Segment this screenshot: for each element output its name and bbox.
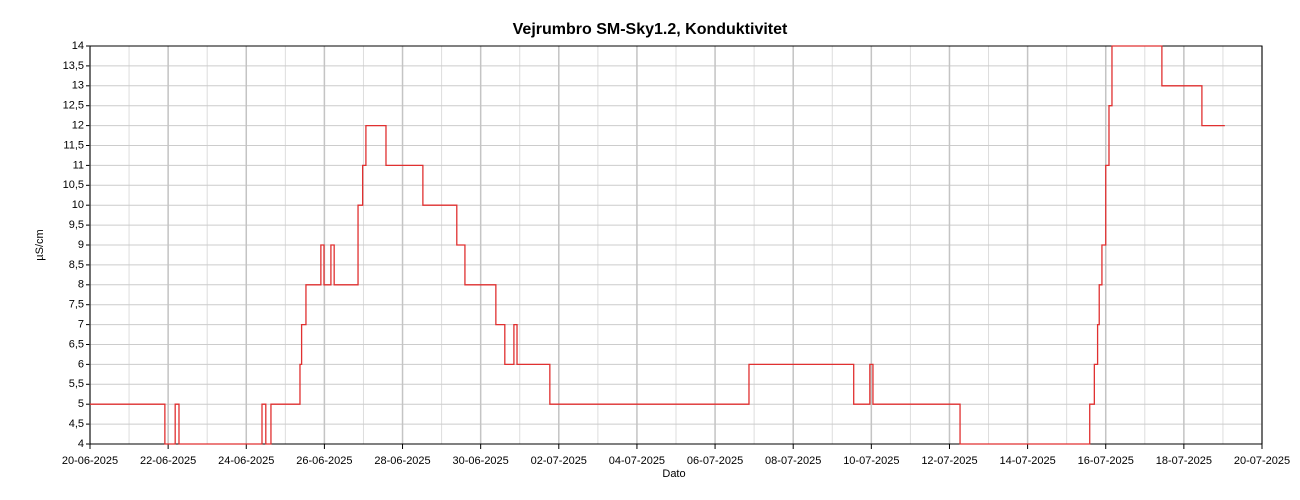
x-tick-label: 30-06-2025 — [453, 455, 509, 467]
y-tick-label: 8,5 — [69, 259, 84, 271]
y-tick-label: 14 — [72, 40, 84, 52]
y-axis-label: µS/cm — [34, 229, 46, 260]
y-tick-label: 5,5 — [69, 378, 84, 390]
x-tick-label: 06-07-2025 — [687, 455, 743, 467]
x-tick-label: 14-07-2025 — [999, 455, 1055, 467]
x-tick-label: 26-06-2025 — [296, 455, 352, 467]
y-tick-label: 5 — [78, 398, 84, 410]
y-tick-label: 11,5 — [63, 139, 84, 151]
y-tick-label: 9 — [78, 239, 84, 251]
y-tick-label: 10 — [72, 199, 84, 211]
x-tick-label: 24-06-2025 — [218, 455, 274, 467]
chart-title: Vejrumbro SM-Sky1.2, Konduktivitet — [513, 21, 788, 38]
x-tick-label: 20-07-2025 — [1234, 455, 1290, 467]
y-tick-label: 9,5 — [69, 219, 84, 231]
y-tick-label: 11 — [73, 159, 84, 171]
data-line — [90, 45, 1225, 445]
x-tick-label: 08-07-2025 — [765, 455, 821, 467]
x-tick-label: 10-07-2025 — [843, 455, 899, 467]
y-tick-label: 8 — [78, 279, 84, 291]
y-tick-label: 6,5 — [69, 338, 84, 350]
x-tick-label: 18-07-2025 — [1156, 455, 1212, 467]
x-tick-label: 20-06-2025 — [62, 455, 118, 467]
y-tick-label: 6 — [78, 358, 84, 370]
y-tick-label: 13 — [72, 80, 84, 92]
x-tick-label: 28-06-2025 — [374, 455, 430, 467]
y-tick-label: 12,5 — [63, 100, 84, 112]
y-tick-label: 4,5 — [69, 418, 84, 430]
x-tick-label: 02-07-2025 — [531, 455, 587, 467]
y-tick-label: 7 — [78, 319, 84, 331]
x-tick-label: 16-07-2025 — [1078, 455, 1134, 467]
x-axis-label: Dato — [662, 468, 685, 480]
y-tick-label: 10,5 — [63, 179, 84, 191]
x-tick-label: 12-07-2025 — [921, 455, 977, 467]
y-tick-label: 12 — [72, 120, 84, 132]
y-tick-label: 7,5 — [69, 299, 84, 311]
plot-frame — [89, 45, 1263, 445]
x-tick-label: 22-06-2025 — [140, 455, 196, 467]
x-tick-label: 04-07-2025 — [609, 455, 665, 467]
y-tick-label: 13,5 — [63, 60, 84, 72]
y-tick-label: 4 — [78, 438, 84, 450]
